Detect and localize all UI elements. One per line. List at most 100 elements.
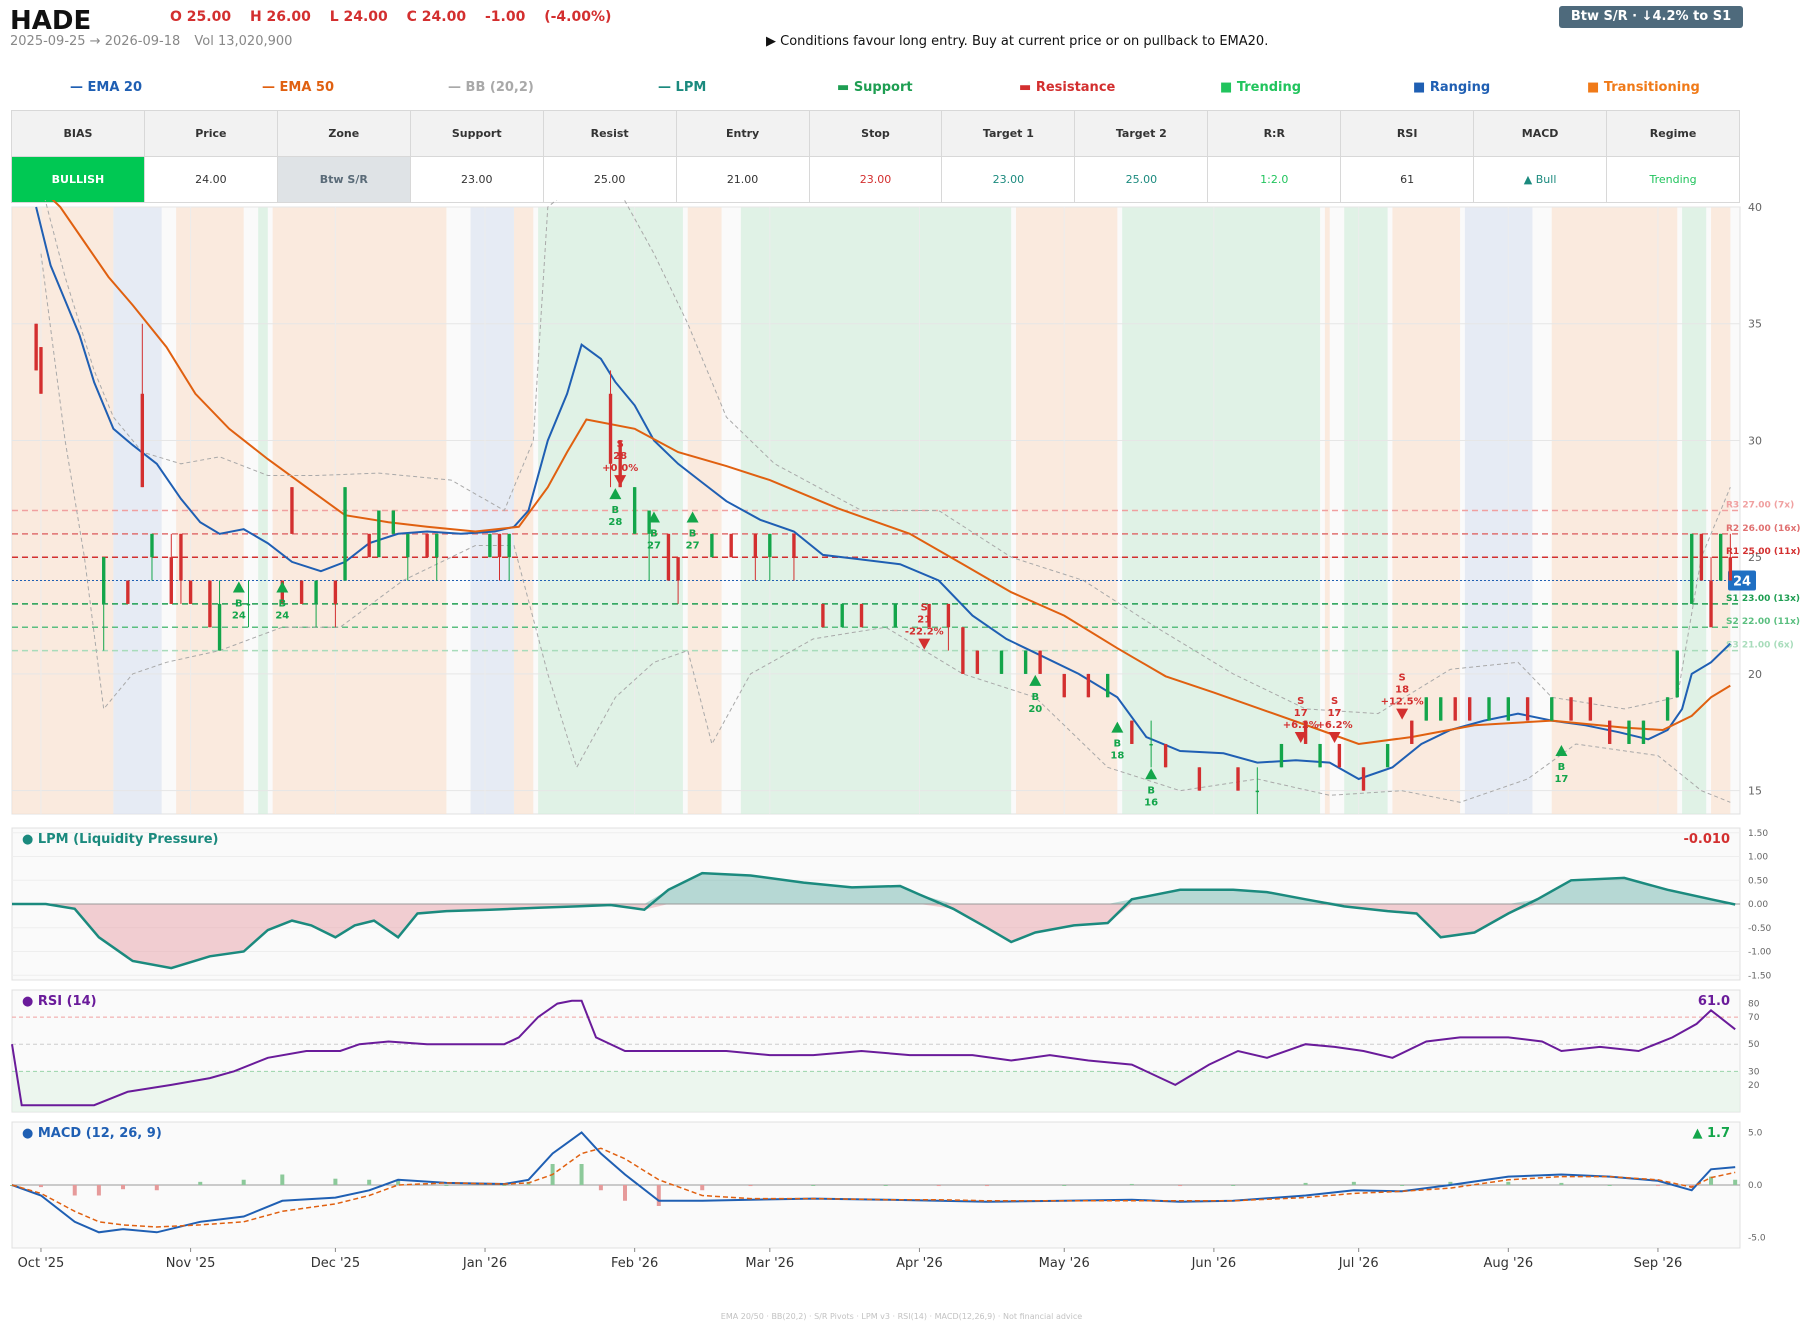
candle-body [377, 510, 381, 558]
macd-histogram-bar [883, 1185, 888, 1186]
sell-signal-marker [1294, 731, 1307, 743]
candle-body [299, 580, 304, 604]
lpm-y-tick: -1.00 [1748, 948, 1772, 958]
candle-body [188, 580, 193, 604]
candle-body [497, 533, 502, 558]
date-range-line: 2025-09-25 → 2026-09-18 Vol 13,020,900 [10, 34, 302, 49]
chart-legend: — EMA 20— EMA 50— BB (20,2) — LPM ▬ Suppor… [0, 80, 1803, 100]
buy-signal-marker [232, 581, 245, 593]
stats-header-regime: Regime [1606, 110, 1740, 157]
candle-body [1699, 533, 1704, 581]
price-y-tick: 30 [1748, 434, 1762, 447]
candle-body [1062, 673, 1066, 698]
chart-canvas[interactable]: 15 20 25 30 35 40 R3 27.00 (7x) R2 26.00 (16x) R… [0, 200, 1803, 1300]
rsi-y-tick: 30 [1748, 1067, 1760, 1077]
candle-body [1361, 767, 1366, 791]
legend-item-ema-20: — EMA 20 [70, 80, 142, 95]
stats-header-resist: Resist [542, 110, 677, 157]
x-tick-label: Dec '25 [311, 1256, 360, 1271]
candle-body [507, 533, 511, 558]
stats-value-price: 24.00 [143, 156, 278, 203]
candle-body [1506, 697, 1511, 721]
candle-body [1641, 720, 1646, 744]
signal-label: B [1147, 785, 1155, 796]
legend-label: Trending [1236, 80, 1302, 95]
candle-body [246, 603, 251, 606]
lpm-y-tick: 1.50 [1748, 829, 1768, 839]
legend-marker-line: — [448, 80, 466, 95]
candle-body [1023, 650, 1028, 674]
legend-label: Ranging [1429, 80, 1491, 95]
candle-body [39, 347, 43, 394]
candle-body [1453, 697, 1457, 721]
candle-body [729, 533, 733, 558]
lpm-y-tick: 0.50 [1748, 876, 1768, 886]
stats-value-regime: Trending [1606, 156, 1740, 203]
legend-label: BB (20,2) [465, 80, 534, 95]
macd-histogram-bar [1351, 1181, 1356, 1185]
candle-body [343, 487, 347, 581]
macd-histogram-bar [748, 1185, 753, 1187]
legend-marker-dash: ▬ [837, 80, 854, 95]
level-label: S3 21.00 (6x) [1726, 641, 1794, 651]
date-range: 2025-09-25 → 2026-09-18 [10, 34, 181, 49]
legend-marker-square: ■ [1413, 80, 1430, 95]
candle-body [1728, 557, 1733, 581]
current-price-badge [1728, 570, 1756, 591]
legend-label: Transitioning [1603, 80, 1700, 95]
buy-signal-marker [276, 581, 289, 593]
candle-body [406, 533, 410, 558]
signal-label: S [1297, 696, 1304, 707]
stats-value-bias: BULLISH [11, 156, 145, 203]
macd-histogram-bar [96, 1185, 101, 1196]
buy-signal-marker [1145, 768, 1158, 780]
candle-body [821, 603, 825, 628]
regime-band-transitioning [1711, 207, 1731, 814]
signal-label: 27 [647, 541, 661, 552]
macd-histogram-bar [280, 1174, 285, 1185]
x-tick-label: Jun '26 [1191, 1256, 1237, 1271]
stats-header-entry: Entry [675, 110, 810, 157]
signal-label: B [235, 599, 243, 610]
price-y-tick: 35 [1748, 318, 1762, 331]
legend-marker-dash: ▬ [1019, 80, 1036, 95]
signal-label: S [1331, 696, 1338, 707]
signal-label: 17 [1328, 708, 1342, 719]
macd-histogram-bar [700, 1185, 705, 1191]
macd-histogram-bar [1062, 1185, 1067, 1186]
stats-header-target-1: Target 1 [941, 110, 1076, 157]
lpm-y-tick: -0.50 [1748, 924, 1772, 934]
stats-header-stop: Stop [808, 110, 943, 157]
candle-body [893, 603, 897, 628]
macd-title: ● MACD (12, 26, 9) [22, 1126, 162, 1141]
signal-label: 21 [917, 615, 931, 626]
stats-value-stop: 23.00 [808, 156, 943, 203]
candle-body [753, 533, 758, 558]
lpm-y-tick: -1.50 [1748, 971, 1772, 981]
stats-value-target-1: 23.00 [941, 156, 1076, 203]
candle-body [1424, 697, 1428, 721]
signal-label: +6.2% [1283, 720, 1319, 731]
legend-item-lpm: — LPM [658, 80, 706, 95]
candle-body [1665, 697, 1670, 721]
buy-signal-marker [1111, 721, 1124, 733]
macd-histogram-bar [502, 1185, 507, 1186]
candle-body [169, 557, 173, 604]
level-label: S1 23.00 (13x) [1726, 594, 1800, 604]
macd-histogram-bar [72, 1185, 77, 1196]
stats-value-support: 23.00 [409, 156, 544, 203]
candle-body [961, 627, 965, 674]
legend-marker-square: ■ [1220, 80, 1237, 95]
legend-item-transitioning: ■ Transitioning [1587, 80, 1700, 95]
legend-marker-line: — [70, 80, 88, 95]
stats-value-row: BULLISH 24.00 Btw S/R 23.00 25.00 21.00 23.00 2… [11, 156, 1740, 203]
stats-table: BIAS Price Zone Support Resist Entry Stop Targe… [11, 110, 1740, 203]
signal-label: 28 [613, 451, 627, 462]
level-label: R2 26.00 (16x) [1726, 524, 1800, 534]
x-tick-label: Sep '26 [1634, 1256, 1683, 1271]
signal-label: 24 [232, 611, 246, 622]
candle-body [840, 603, 844, 628]
buy-signal-marker [1555, 744, 1568, 756]
level-label: S2 22.00 (11x) [1726, 617, 1800, 627]
signal-label: 17 [1554, 774, 1568, 785]
